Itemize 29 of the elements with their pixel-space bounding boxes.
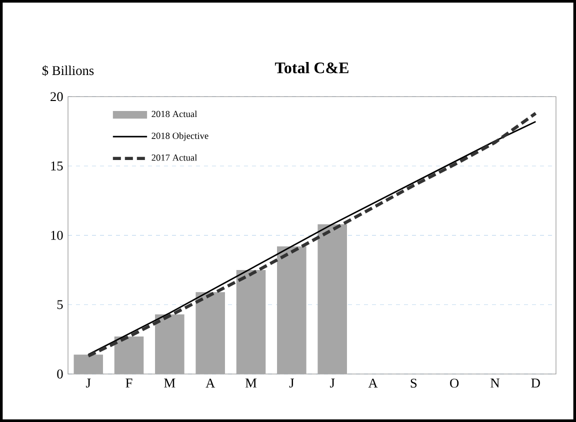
y-tick-label: 5 [57,300,63,310]
bar [277,246,306,374]
y-tick-label: 0 [57,369,63,378]
x-tick-label: J [86,378,91,388]
legend-label: 2017 Actual [152,154,198,161]
x-tick-label: J [289,378,294,388]
x-tick-label: O [450,378,459,388]
x-tick-label: D [531,378,540,388]
bar [155,314,184,374]
bar [236,270,266,374]
y-tick-label: 10 [51,230,63,240]
x-tick-label: A [206,378,216,388]
bar [114,336,144,374]
x-tick-label: M [164,378,176,388]
bar [318,224,347,374]
x-tick-label: M [245,378,257,388]
chart-title: Total C&E [274,62,348,74]
y-axis-title: $ Billions [42,65,94,76]
y-tick-label: 15 [51,162,63,170]
x-tick-label: F [126,378,132,388]
x-tick-label: A [368,378,378,388]
x-tick-label: S [410,378,417,388]
y-tick-label: 20 [50,92,63,102]
bar [74,354,103,374]
legend-label: 2018 Actual [152,110,198,118]
x-tick-label: N [490,378,500,388]
bar [196,292,225,374]
legend-label: 2018 Objective [152,132,208,141]
x-tick-label: J [330,378,335,388]
